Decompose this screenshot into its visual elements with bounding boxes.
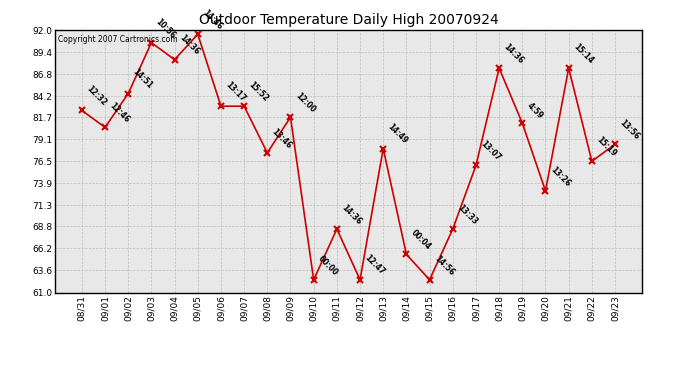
Text: 13:46: 13:46 [270,127,293,150]
Text: 14:56: 14:56 [433,254,455,277]
Text: 4:59: 4:59 [525,101,544,120]
Text: 13:56: 13:56 [618,118,641,141]
Text: 13:07: 13:07 [479,139,502,163]
Text: 12:47: 12:47 [363,254,386,277]
Text: 13:33: 13:33 [455,203,479,226]
Text: 12:32: 12:32 [85,84,108,108]
Text: 15:52: 15:52 [247,80,270,104]
Text: 13:17: 13:17 [224,80,247,104]
Text: 13:26: 13:26 [549,165,572,188]
Text: 15:14: 15:14 [571,42,595,65]
Text: 14:36: 14:36 [339,203,363,226]
Text: Copyright 2007 Cartronics.com: Copyright 2007 Cartronics.com [58,35,178,44]
Text: 14:49: 14:49 [386,122,409,146]
Text: 12:00: 12:00 [293,91,317,114]
Text: 00:00: 00:00 [317,254,340,277]
Text: 00:04: 00:04 [409,228,433,252]
Text: 12:46: 12:46 [108,101,131,124]
Title: Outdoor Temperature Daily High 20070924: Outdoor Temperature Daily High 20070924 [199,13,498,27]
Text: 10:56: 10:56 [154,16,177,40]
Text: 14:36: 14:36 [502,42,525,65]
Text: 14:46: 14:46 [201,8,224,32]
Text: 15:19: 15:19 [595,135,618,159]
Text: 14:51: 14:51 [131,68,155,91]
Text: 14:36: 14:36 [177,33,201,57]
